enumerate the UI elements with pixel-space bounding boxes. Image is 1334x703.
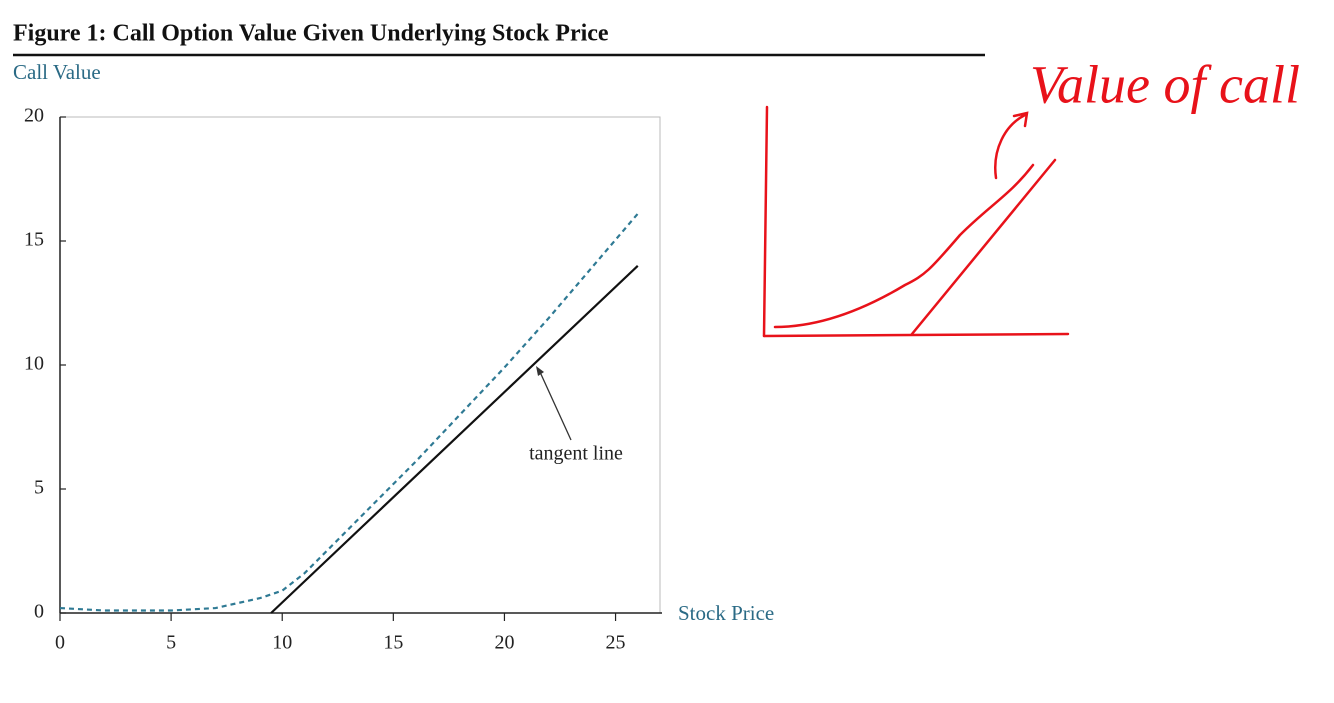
y-tick-label: 5 (34, 477, 44, 499)
x-tick-label: 0 (55, 632, 65, 654)
y-tick-label: 10 (24, 353, 44, 375)
x-tick-label: 15 (383, 632, 403, 654)
y-tick-label: 20 (24, 105, 44, 127)
sketch-line (910, 158, 1057, 336)
annotation-arrow (539, 371, 572, 441)
series-line (59, 213, 639, 612)
arrow-head (536, 366, 544, 376)
sketch-axis (762, 105, 769, 338)
plot-frame (59, 116, 661, 614)
handwritten-sketch (762, 105, 1070, 338)
x-tick-label: 5 (166, 632, 176, 654)
x-tick-label: 10 (272, 632, 292, 654)
y-tick-label: 0 (34, 601, 44, 623)
x-axis-label: Stock Price (678, 601, 774, 625)
y-axis-label: Call Value (13, 60, 101, 84)
series-line (270, 265, 639, 614)
y-tick-label: 15 (24, 229, 44, 251)
sketch-axis (762, 332, 1070, 338)
x-tick-label: 25 (606, 632, 626, 654)
annotation: tangent line (529, 443, 623, 465)
sketch-arrow (994, 111, 1029, 180)
chart-title: Figure 1: Call Option Value Given Underl… (13, 21, 609, 47)
sketch-curve (773, 163, 1035, 329)
x-tick-label: 20 (494, 632, 514, 654)
handwritten-note: Value of call (1030, 54, 1300, 114)
